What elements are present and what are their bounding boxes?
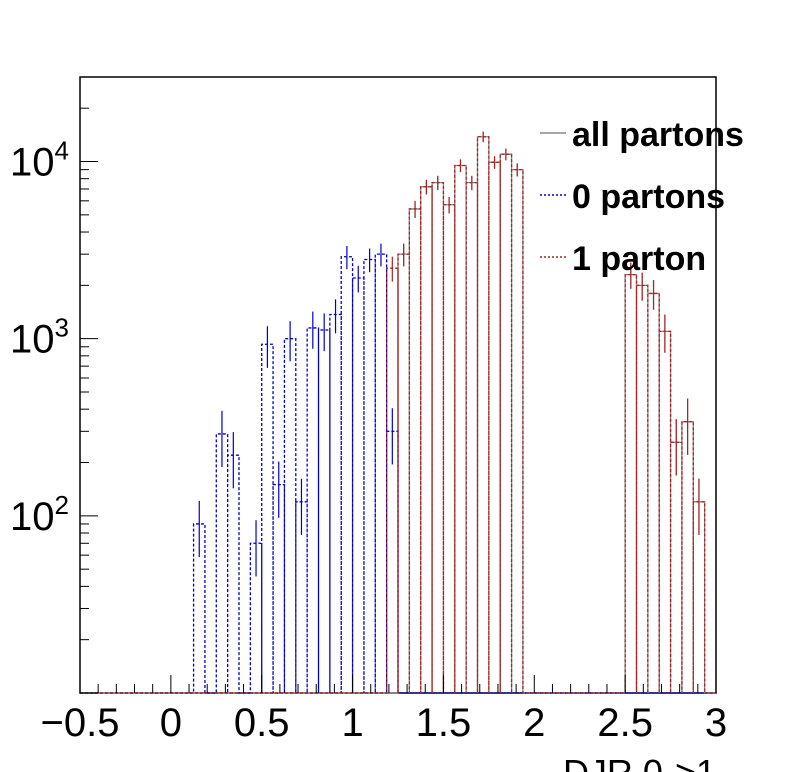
x-axis-ticks: −0.5 0 0.5 1 1.5 2 2.5 3 — [41, 675, 727, 745]
series-layer — [80, 131, 716, 694]
x-tick-label: 2.5 — [597, 701, 653, 745]
legend-label-all-partons: all partons — [572, 116, 744, 154]
legend-entry-all-partons: all partons — [540, 116, 744, 154]
legend-entry-0-partons: 0 partons — [540, 178, 725, 216]
x-tick-label: 1 — [341, 701, 363, 745]
x-tick-label: −0.5 — [41, 701, 120, 745]
series-line — [80, 253, 716, 694]
legend-entry-1-parton: 1 parton — [540, 240, 706, 278]
x-tick-label: 3 — [705, 701, 727, 745]
y-tick-label: 103 — [10, 313, 69, 362]
series-line — [80, 136, 716, 694]
x-tick-label: 1.5 — [416, 701, 472, 745]
x-tick-label: 0.5 — [234, 701, 290, 745]
legend-label-1-parton: 1 parton — [572, 240, 706, 278]
y-tick-label: 104 — [10, 136, 69, 185]
legend-label-0-partons: 0 partons — [572, 178, 725, 216]
series-0-partons — [80, 243, 716, 694]
x-axis-label: DJR 0->1 — [563, 752, 716, 772]
legend: all partons 0 partons 1 parton — [540, 116, 744, 278]
y-axis-ticks: 102 103 104 — [10, 76, 98, 694]
x-tick-label: 0 — [160, 701, 182, 745]
y-tick-label: 102 — [10, 490, 69, 539]
x-tick-label: 2 — [523, 701, 545, 745]
series-1-parton — [80, 131, 716, 694]
